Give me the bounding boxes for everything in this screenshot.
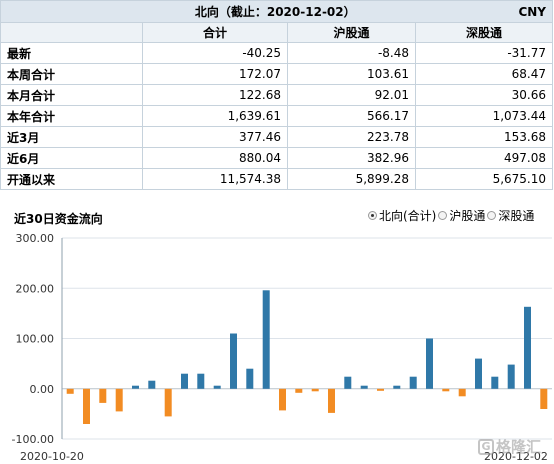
- y-tick-label: 100.00: [16, 333, 55, 346]
- value-cell: 92.01: [287, 84, 416, 106]
- bar: [230, 333, 237, 389]
- value-cell: 5,899.28: [287, 168, 416, 190]
- legend-label: 深股通: [498, 209, 535, 223]
- value-cell: -40.25: [142, 42, 288, 64]
- bar: [475, 358, 482, 389]
- chart-title: 近30日资金流向: [14, 212, 103, 226]
- bar: [344, 376, 352, 389]
- table-title: 北向（截止：2020-12-02）: [0, 0, 416, 23]
- row-label: 开通以来: [0, 168, 143, 190]
- radio-selected-icon[interactable]: [368, 211, 377, 220]
- value-cell: 1,073.44: [415, 105, 553, 127]
- radio-icon[interactable]: [487, 211, 497, 220]
- y-tick-label: 200.00: [16, 282, 55, 295]
- bar: [262, 290, 270, 389]
- value-cell: 880.04: [142, 147, 288, 169]
- series-legend: 北向(合计) 沪股通 深股通: [368, 207, 534, 224]
- value-cell: 1,639.61: [142, 105, 288, 127]
- table-row: 本周合计 172.07 103.61 68.47: [0, 63, 553, 85]
- bar: [328, 388, 335, 413]
- value-cell: 103.61: [287, 63, 416, 85]
- column-header-shanghai: 沪股通: [287, 22, 416, 43]
- value-cell: 172.07: [142, 63, 288, 85]
- flow-bar-chart: -100.00 0.00 100.00 200.00 300.00 2020-10-20 2…: [12, 232, 552, 463]
- value-cell: 566.17: [287, 105, 416, 127]
- logo-icon: G: [478, 438, 494, 455]
- legend-item-shenzhen[interactable]: 深股通: [487, 207, 534, 224]
- bar: [311, 388, 319, 392]
- bar: [246, 368, 254, 389]
- value-cell: 11,574.38: [142, 168, 288, 190]
- legend-label: 沪股通: [449, 209, 486, 223]
- column-header-shenzhen: 深股通: [415, 22, 553, 43]
- value-cell: 153.68: [415, 126, 553, 148]
- corner-cell: [0, 22, 143, 43]
- row-label: 本月合计: [0, 84, 143, 106]
- bar: [507, 364, 515, 389]
- value-cell: -8.48: [287, 42, 416, 64]
- bar: [491, 376, 499, 389]
- bar: [66, 388, 74, 394]
- value-cell: 68.47: [415, 63, 553, 85]
- bar: [132, 385, 139, 389]
- bar: [393, 385, 401, 389]
- legend-label: 北向(合计): [379, 209, 437, 223]
- table-row: 近3月 377.46 223.78 153.68: [0, 126, 553, 148]
- bar: [442, 388, 450, 392]
- y-tick-label: -100.00: [12, 433, 54, 446]
- legend-item-northbound[interactable]: 北向(合计): [368, 207, 436, 224]
- bar: [377, 388, 384, 391]
- bar: [181, 373, 188, 389]
- table-row: 近6月 880.04 382.96 497.08: [0, 147, 553, 169]
- value-cell: 497.08: [415, 147, 553, 169]
- bar: [426, 338, 433, 389]
- bar: [279, 388, 286, 411]
- bar: [524, 306, 531, 389]
- x-start-label: 2020-10-20: [20, 450, 84, 463]
- value-cell: 5,675.10: [415, 168, 553, 190]
- bar: [213, 385, 221, 389]
- row-label: 近3月: [0, 126, 143, 148]
- table-row: 最新 -40.25 -8.48 -31.77: [0, 42, 553, 64]
- bar: [197, 373, 205, 389]
- row-label: 本周合计: [0, 63, 143, 85]
- row-label: 本年合计: [0, 105, 143, 127]
- value-cell: 122.68: [142, 84, 288, 106]
- bar: [164, 388, 172, 417]
- x-end-label: 2020-12-02: [484, 450, 548, 463]
- watermark-logo: G 格隆汇: [478, 436, 541, 457]
- value-cell: 377.46: [142, 126, 288, 148]
- legend-item-shanghai[interactable]: 沪股通: [438, 207, 485, 224]
- currency-unit: CNY: [415, 0, 553, 23]
- row-label: 近6月: [0, 147, 143, 169]
- flow-summary-table: 北向（截止：2020-12-02） CNY 合计 沪股通 深股通 最新 -40.2…: [0, 0, 553, 190]
- y-tick-label: 0.00: [30, 383, 55, 396]
- bar: [148, 380, 156, 389]
- y-tick-label: 300.00: [16, 232, 55, 245]
- value-cell: 382.96: [287, 147, 416, 169]
- table-row: 本年合计 1,639.61 566.17 1,073.44: [0, 105, 553, 127]
- value-cell: -31.77: [415, 42, 553, 64]
- column-header-row: 合计 沪股通 深股通: [0, 22, 553, 43]
- watermark-text: 格隆汇: [496, 438, 542, 456]
- bar: [540, 388, 548, 409]
- table-row: 本月合计 122.68 92.01 30.66: [0, 84, 553, 106]
- table-body: 最新 -40.25 -8.48 -31.77 本周合计 172.07 103.61 68.47…: [0, 42, 553, 190]
- bar: [360, 385, 368, 389]
- bar: [99, 388, 107, 403]
- table-row: 开通以来 11,574.38 5,899.28 5,675.10: [0, 168, 553, 190]
- bar: [83, 388, 90, 424]
- row-label: 最新: [0, 42, 143, 64]
- value-cell: 223.78: [287, 126, 416, 148]
- radio-icon[interactable]: [438, 211, 448, 220]
- bar: [458, 388, 466, 397]
- bar: [115, 388, 123, 412]
- table-header-row: 北向（截止：2020-12-02） CNY: [0, 0, 553, 23]
- value-cell: 30.66: [415, 84, 553, 106]
- bar: [409, 376, 417, 389]
- column-header-total: 合计: [142, 22, 288, 43]
- bar: [295, 388, 303, 393]
